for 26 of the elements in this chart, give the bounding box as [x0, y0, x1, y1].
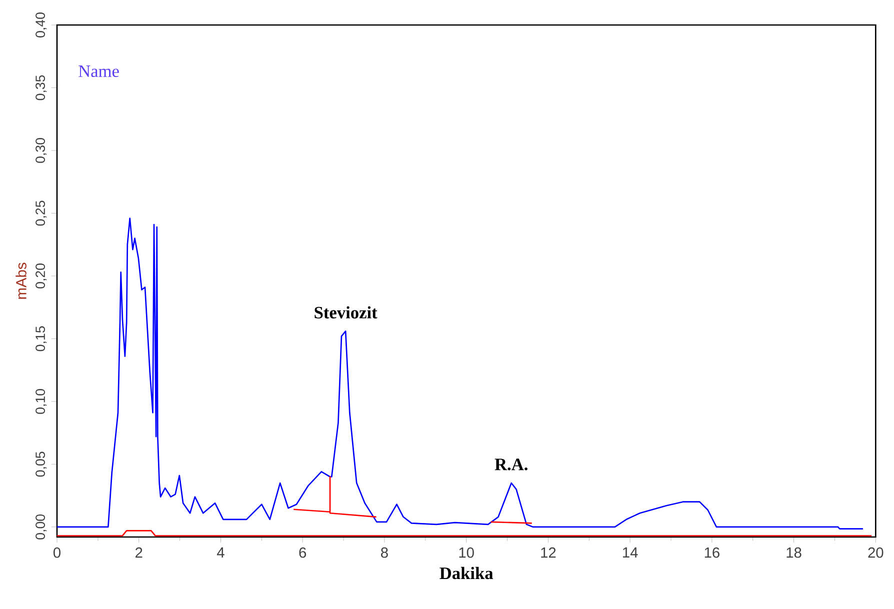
y-tick-label: 0,40: [36, 12, 47, 38]
x-tick-label: 6: [299, 547, 306, 558]
y-tick-label: 0,20: [36, 264, 47, 288]
y-tick-label: 0,25: [36, 200, 47, 226]
y-tick-label: 0,15: [36, 326, 47, 352]
y-tick-label: 0,30: [36, 138, 47, 163]
x-tick-label: 12: [541, 547, 556, 558]
y-tick-label: 0,10: [36, 389, 47, 414]
x-tick-label: 10: [459, 547, 474, 558]
x-axis-title: Dakika: [440, 566, 494, 580]
line-series: [56, 218, 864, 530]
annotation: Steviozit: [314, 306, 378, 318]
annotation: R.A.: [494, 458, 528, 470]
y-tick-label: 0,00: [36, 514, 47, 540]
x-tick-label: 4: [216, 547, 224, 558]
annotation: Name: [78, 66, 119, 78]
x-tick-label: 16: [704, 547, 720, 558]
x-tick-label: 14: [623, 547, 638, 558]
y-axis-title: mAbs: [16, 262, 26, 299]
y-tick-label: 0,35: [36, 75, 47, 100]
x-tick-label: 20: [868, 547, 884, 558]
x-tick-label: 18: [786, 547, 802, 558]
x-tick-label: 0: [53, 547, 60, 558]
x-tick-label: 8: [381, 547, 388, 558]
y-tick-label: 0,05: [36, 452, 47, 477]
x-tick-label: 2: [136, 547, 142, 558]
